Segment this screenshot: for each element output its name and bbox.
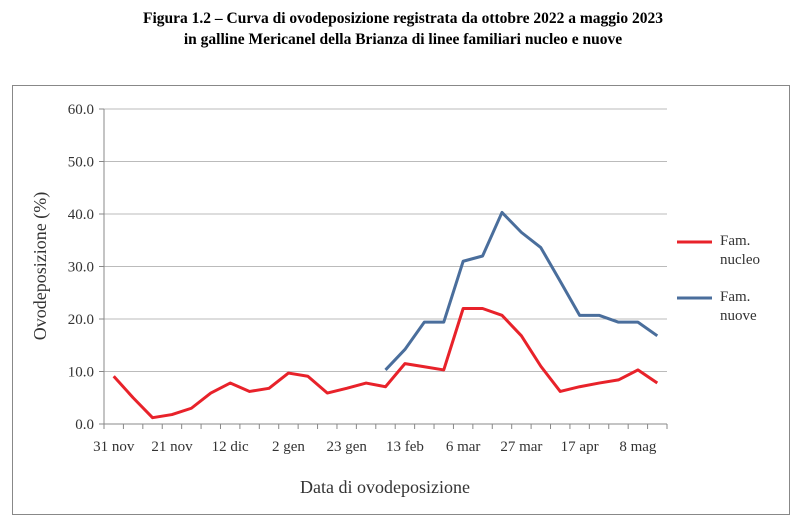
x-tick-label: 31 nov [93,439,135,455]
chart-title: Figura 1.2 – Curva di ovodeposizione reg… [143,10,663,27]
x-tick-label: 12 dic [212,439,249,455]
y-tick-label: 0.0 [75,417,94,433]
x-tick-label: 21 nov [151,439,193,455]
legend-label: Fam. nucleo [720,233,760,268]
x-tick-label: 17 apr [561,439,599,455]
legend-label: Fam. nuove [720,289,757,324]
series-line [384,210,659,371]
y-axis-label: Ovodeposizione (%) [30,192,51,340]
x-tick-label: 13 feb [386,439,424,455]
x-tick-label: 23 gen [326,439,367,455]
x-tick-label: 6 mar [446,439,481,455]
y-tick-label: 20.0 [68,312,94,328]
chart-frame [12,85,790,515]
chart-subtitle: in galline Mericanel della Brianza di li… [183,31,623,48]
y-tick-label: 50.0 [68,155,94,171]
x-axis-label: Data di ovodeposizione [300,477,470,497]
x-tick-label: 2 gen [272,439,305,455]
y-tick-label: 10.0 [68,365,94,381]
series-line [112,307,659,420]
x-tick-label: 8 mag [619,439,657,455]
y-tick-label: 60.0 [68,102,94,118]
y-tick-label: 30.0 [68,260,94,276]
x-tick-label: 27 mar [500,439,542,455]
y-tick-label: 40.0 [68,207,94,223]
